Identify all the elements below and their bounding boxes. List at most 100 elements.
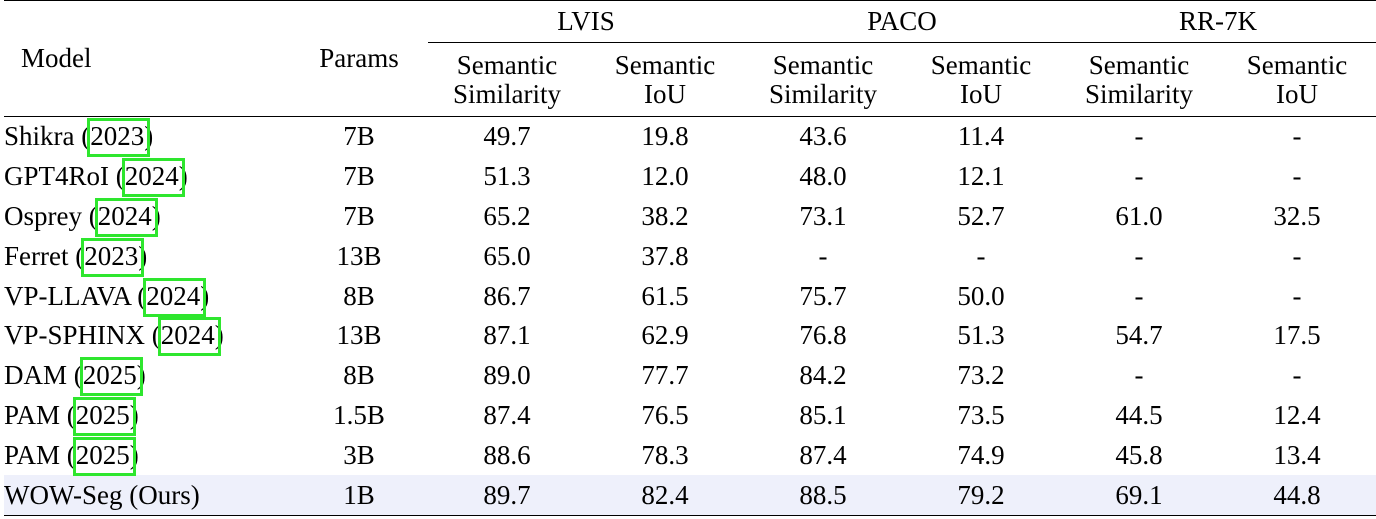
citation-link[interactable]: 2025 [72,436,136,476]
value-cell: 75.7 [799,280,847,311]
citation-link[interactable]: 2025 [72,396,136,436]
metric-header-line: Semantic [1246,49,1348,80]
params-cell: 1.5B [333,399,385,430]
value-cell: - [1134,121,1144,152]
value-cell: 78.3 [641,439,689,470]
table-row: VP-LLAVA (2024) 8B 86.7 61.5 75.7 50.0 - - [4,276,1376,317]
value-cell: 77.7 [641,360,689,391]
model-name: WOW-Seg (Ours) [4,479,200,510]
model-cell: PAM (2025) [4,435,290,476]
metric-header-semantic-similarity: Semantic Similarity [1060,43,1218,117]
citation-year: 2024 [146,280,201,311]
model-cell: GPT4RoI (2024) [4,157,290,198]
citation-link[interactable]: 2024 [94,197,158,237]
value-cell: 12.0 [641,161,689,192]
value-cell: - [976,240,986,271]
metric-header-line: Semantic [614,49,716,80]
model-cell: Ferret (2023) [4,236,290,277]
citation-highlight-box [87,118,151,158]
metric-header-line: Semantic [1088,49,1190,80]
results-table: Model Params LVIS PACO RR-7K Semantic Sim… [4,0,1376,516]
value-cell: 12.1 [957,161,1005,192]
citation-highlight-box [157,317,221,357]
results-body: Shikra (2023) 7B 49.7 19.8 43.6 11.4- - GPT4RoI… [4,117,1376,516]
metric-header-line: Semantic [772,49,874,80]
value-cell: - [1134,161,1144,192]
value-cell: 73.5 [957,399,1005,430]
model-name: Shikra [4,121,75,152]
value-cell: 51.3 [957,320,1005,351]
value-cell: 82.4 [641,479,689,510]
citation-year: 2025 [75,399,130,430]
value-cell: 88.6 [483,439,531,470]
model-column-header: Model [21,43,92,73]
metric-header-semantic-similarity: Semantic Similarity [744,43,902,117]
citation-year: 2023 [90,121,145,152]
value-cell: 61.5 [641,280,689,311]
metric-header-semantic-iou: Semantic IoU [586,43,744,117]
model-name: DAM [4,360,68,391]
value-cell: 49.7 [483,121,531,152]
value-cell: 74.9 [957,439,1005,470]
value-cell: 65.2 [483,200,531,231]
value-cell: 48.0 [799,161,847,192]
params-cell: 8B [343,280,375,311]
value-cell: 79.2 [957,479,1005,510]
value-cell: 84.2 [799,360,847,391]
metric-header-line: Similarity [769,78,877,109]
value-cell: 89.0 [483,360,531,391]
table-row: DAM (2025) 8B 89.0 77.7 84.2 73.2 - - [4,356,1376,397]
model-name: PAM [4,399,61,430]
metric-header-semantic-similarity: Semantic Similarity [428,43,586,117]
citation-link[interactable]: 2024 [143,277,207,317]
params-cell: 7B [343,121,375,152]
value-cell: 43.6 [799,121,847,152]
header-metric-row: Semantic Similarity Semantic IoU Semantic S… [4,43,1376,117]
model-cell: VP-LLAVA (2024) [4,276,290,317]
value-cell: 65.0 [483,240,531,271]
metric-header-line: IoU [1276,78,1319,109]
table-row: Shikra (2023) 7B 49.7 19.8 43.6 11.4 - - [4,117,1376,158]
metric-header-line: IoU [960,78,1002,109]
params-cell: 1B [343,479,375,510]
params-cell: 3B [343,439,375,470]
citation-link[interactable]: 2025 [79,357,143,397]
value-cell: 87.4 [483,399,531,430]
citation-year: 2025 [75,439,130,470]
table-row: VP-SPHINX (2024) 13B 87.1 62.9 76.8 51.3 54.7 1… [4,316,1376,357]
value-cell: - [1292,280,1302,311]
value-cell: 52.7 [957,200,1005,231]
metric-header-line: IoU [644,78,686,109]
citation-link[interactable]: 2024 [121,158,185,198]
value-cell: 44.5 [1115,399,1163,430]
params-cell: 13B [336,240,382,271]
value-cell: 76.8 [799,320,847,351]
value-cell: 38.2 [641,200,689,231]
citation-link[interactable]: 2024 [157,317,221,357]
citation-highlight-box [121,158,185,198]
value-cell: 12.4 [1273,399,1321,430]
citation-link[interactable]: 2023 [87,118,151,158]
value-cell: - [1134,240,1144,271]
value-cell: - [1134,360,1144,391]
model-name: GPT4RoI [4,161,110,192]
metric-header-line: Similarity [1085,78,1194,109]
citation-link[interactable]: 2023 [81,237,145,277]
value-cell: 11.4 [957,121,1005,152]
model-name: Ferret [4,240,69,271]
citation-highlight-box [72,436,136,476]
model-cell: VP-SPHINX (2024) [4,316,290,357]
value-cell: - [1292,161,1302,192]
value-cell: - [1134,280,1144,311]
header-group-row: Model Params LVIS PACO RR-7K [4,0,1376,72]
citation-year: 2024 [124,161,179,192]
table-row: GPT4RoI (2024) 7B 51.3 12.0 48.0 12.1 - - [4,157,1376,198]
value-cell: 69.1 [1115,479,1163,510]
value-cell: 45.8 [1115,439,1163,470]
value-cell: 73.1 [799,200,847,231]
value-cell: - [818,240,828,271]
citation-highlight-box [143,277,207,317]
model-name: VP-SPHINX [4,320,146,351]
value-cell: - [1292,121,1302,152]
model-cell: Osprey (2024) [4,197,290,237]
